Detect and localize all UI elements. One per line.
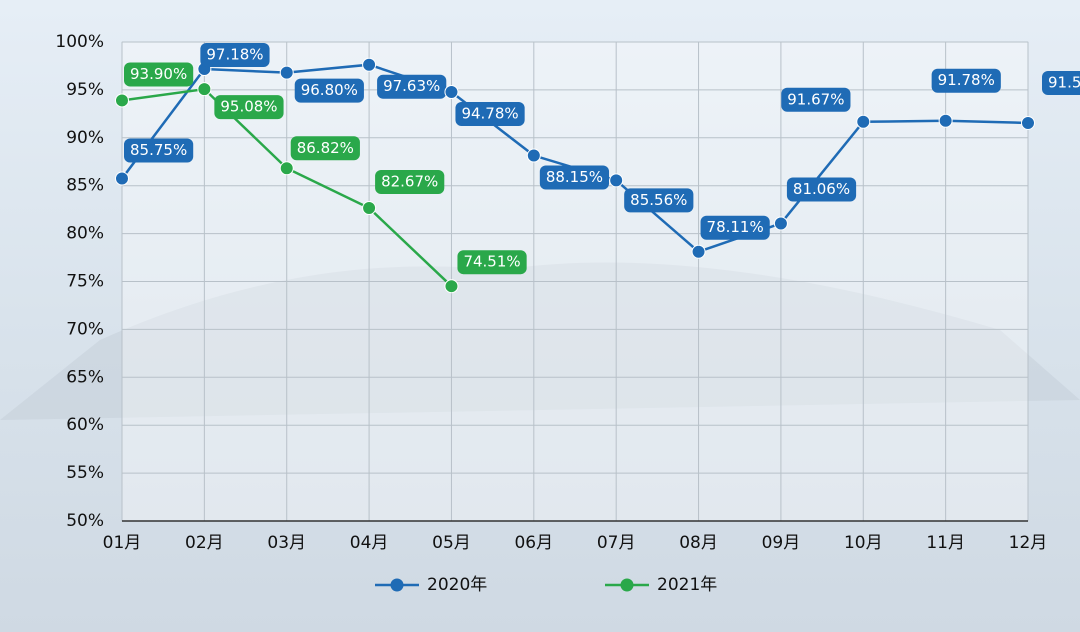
data-label: 91.67%	[781, 87, 851, 112]
data-label-text: 78.11%	[707, 218, 764, 236]
data-label-text: 91.67%	[787, 90, 844, 108]
data-label-text: 97.18%	[206, 46, 263, 64]
data-label: 94.78%	[455, 102, 525, 127]
data-point	[1021, 115, 1035, 130]
data-label: 93.90%	[124, 62, 194, 87]
legend-label: 2021年	[657, 575, 717, 595]
background-scenery	[0, 262, 1080, 420]
data-point	[444, 85, 459, 100]
legend-marker	[620, 578, 634, 592]
x-tick-label: 07月	[597, 533, 636, 553]
y-tick-label: 100%	[55, 32, 104, 52]
data-point	[362, 201, 377, 216]
data-label: 85.75%	[124, 138, 194, 163]
data-label-text: 91.55%	[1048, 73, 1080, 91]
data-label-box	[375, 170, 445, 195]
data-label: 95.08%	[214, 95, 284, 120]
data-label: 78.11%	[700, 215, 770, 240]
data-label-box	[377, 74, 447, 99]
data-label-box	[1042, 70, 1080, 95]
data-label-text: 82.67%	[381, 173, 438, 191]
data-label-box	[290, 136, 360, 161]
data-label-box	[124, 62, 194, 87]
x-tick-label: 02月	[185, 533, 224, 553]
data-point	[197, 82, 212, 97]
data-label-box	[786, 177, 857, 202]
legend-label: 2020年	[427, 575, 487, 595]
data-label: 82.67%	[375, 170, 445, 195]
data-point	[609, 173, 624, 188]
data-label-box	[700, 215, 770, 240]
data-label: 96.80%	[294, 78, 364, 103]
data-label-text: 74.51%	[463, 253, 520, 271]
y-tick-label: 95%	[66, 80, 104, 100]
data-label: 91.55%	[1042, 70, 1080, 95]
data-label-text: 88.15%	[546, 168, 603, 186]
x-tick-label: 01月	[103, 533, 142, 553]
data-point	[115, 171, 129, 186]
data-point	[362, 57, 377, 72]
x-tick-label: 08月	[679, 533, 718, 553]
data-label: 85.56%	[624, 188, 694, 213]
x-tick-label: 06月	[514, 533, 553, 553]
data-label-text: 94.78%	[461, 105, 518, 123]
data-label-box	[294, 78, 364, 103]
data-point	[115, 93, 129, 108]
x-tick-label: 10月	[844, 533, 883, 553]
x-tick-label: 09月	[762, 533, 801, 553]
data-label-text: 86.82%	[297, 139, 354, 157]
data-point	[938, 113, 953, 128]
data-label-text: 97.63%	[383, 77, 440, 95]
x-tick-label: 11月	[926, 533, 965, 553]
data-label-text: 81.06%	[793, 180, 850, 198]
data-label-box	[455, 102, 525, 127]
data-point	[279, 65, 294, 80]
x-tick-label: 04月	[350, 533, 389, 553]
data-label: 97.63%	[377, 74, 447, 99]
y-tick-label: 80%	[66, 224, 104, 244]
x-tick-label: 05月	[432, 533, 471, 553]
data-label-box	[539, 165, 610, 190]
x-tick-label: 03月	[267, 533, 306, 553]
data-label-box	[931, 68, 1001, 93]
data-label-box	[781, 87, 851, 112]
data-point	[856, 114, 871, 129]
y-tick-label: 70%	[66, 319, 104, 339]
y-tick-label: 50%	[66, 511, 104, 531]
data-label-text: 91.78%	[938, 71, 995, 89]
data-point	[444, 279, 459, 294]
y-tick-label: 90%	[66, 128, 104, 148]
data-label-text: 93.90%	[130, 65, 187, 83]
data-point	[773, 216, 788, 231]
data-label-text: 96.80%	[301, 81, 358, 99]
y-tick-label: 65%	[66, 367, 104, 387]
data-point	[526, 148, 541, 163]
y-tick-label: 55%	[66, 463, 104, 483]
y-tick-label: 60%	[66, 415, 104, 435]
data-label: 97.18%	[200, 43, 270, 68]
data-label: 88.15%	[539, 165, 610, 190]
data-label: 81.06%	[786, 177, 857, 202]
data-label-box	[124, 138, 194, 163]
data-label-box	[200, 43, 270, 68]
legend-marker	[390, 578, 404, 592]
x-tick-label: 12月	[1009, 533, 1048, 553]
data-label: 74.51%	[457, 250, 527, 275]
data-point	[691, 244, 706, 259]
data-point	[279, 161, 294, 176]
data-label-box	[457, 250, 527, 275]
data-label-box	[214, 95, 284, 120]
data-label-box	[624, 188, 694, 213]
data-label: 86.82%	[290, 136, 360, 161]
y-tick-label: 75%	[66, 272, 104, 292]
data-label-text: 95.08%	[220, 98, 277, 116]
data-label: 91.78%	[931, 68, 1001, 93]
data-label-text: 85.75%	[130, 141, 187, 159]
y-tick-label: 85%	[66, 176, 104, 196]
data-label-text: 85.56%	[630, 191, 687, 209]
